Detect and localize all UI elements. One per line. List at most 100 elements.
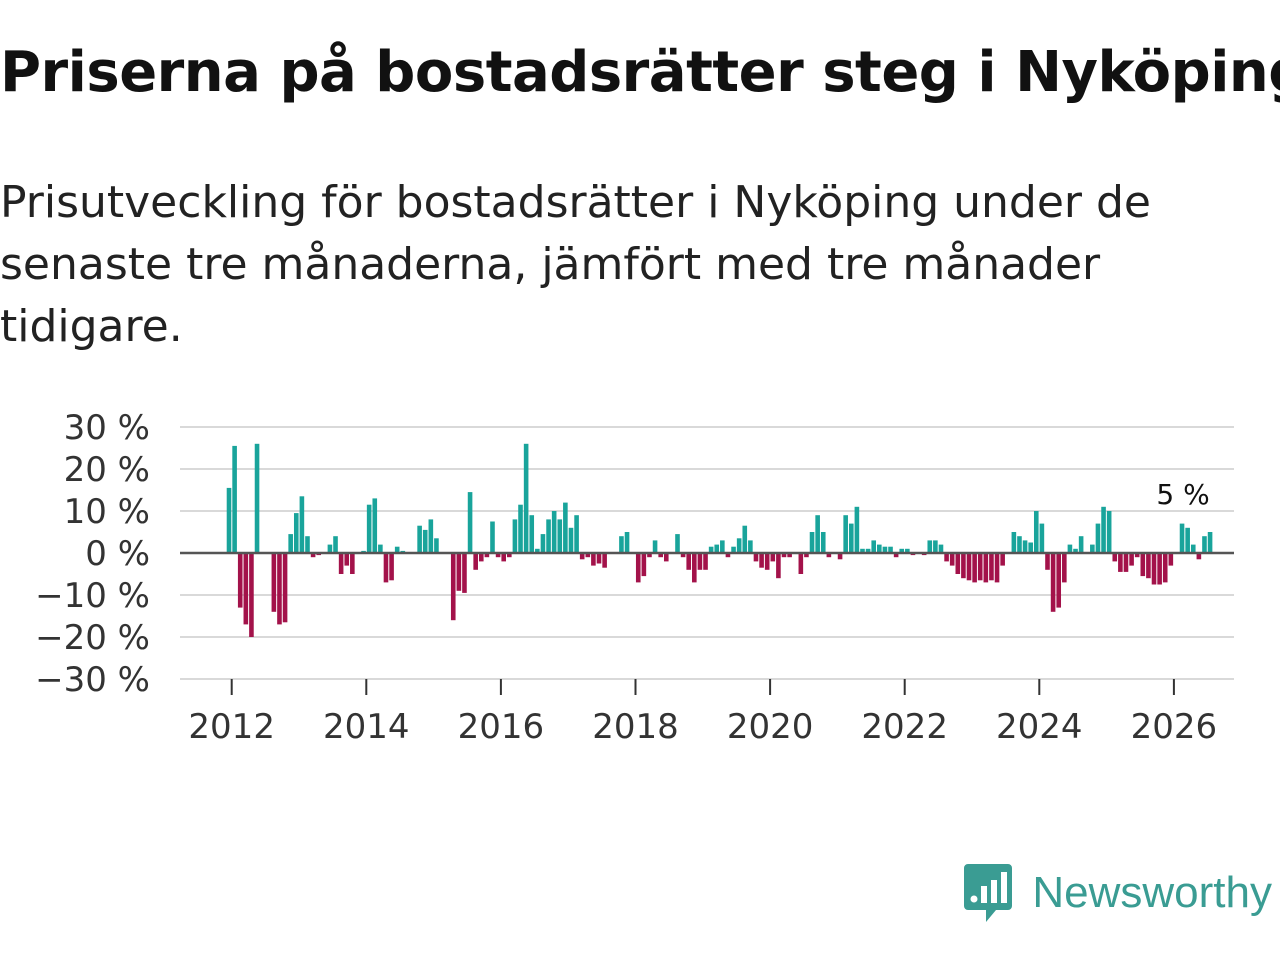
bar bbox=[299, 496, 305, 553]
bars bbox=[226, 443, 1213, 637]
bar bbox=[652, 540, 658, 553]
bar bbox=[905, 548, 910, 553]
bar bbox=[1112, 553, 1118, 562]
bar bbox=[1095, 523, 1101, 553]
bar bbox=[1062, 553, 1067, 583]
bar bbox=[843, 515, 848, 553]
bar bbox=[764, 553, 770, 570]
bar bbox=[1050, 553, 1056, 612]
bar bbox=[1207, 532, 1213, 553]
x-tick-label: 2016 bbox=[458, 707, 545, 747]
bar bbox=[748, 540, 753, 553]
bar bbox=[557, 519, 563, 553]
bar bbox=[1202, 536, 1207, 553]
bar bbox=[680, 553, 686, 558]
bar bbox=[467, 492, 473, 553]
bar bbox=[602, 553, 607, 568]
bar bbox=[961, 553, 966, 579]
bar bbox=[882, 546, 888, 553]
bar bbox=[1190, 544, 1196, 553]
bar bbox=[579, 553, 585, 560]
x-tick-label: 2022 bbox=[861, 707, 948, 747]
bar bbox=[731, 546, 736, 553]
bar bbox=[759, 553, 764, 568]
bar bbox=[518, 504, 523, 553]
last-value-label: 5 % bbox=[1156, 478, 1209, 511]
bar bbox=[1022, 540, 1028, 553]
newsworthy-logo: Newsworthy bbox=[962, 862, 1272, 924]
x-tick-label: 2018 bbox=[592, 707, 679, 747]
bar bbox=[865, 548, 871, 553]
bar bbox=[546, 519, 551, 553]
bar bbox=[742, 525, 748, 553]
bar bbox=[781, 553, 787, 558]
bar bbox=[641, 553, 647, 577]
bar bbox=[478, 553, 484, 562]
x-tick-label: 2026 bbox=[1131, 707, 1218, 747]
bar bbox=[927, 540, 933, 553]
bar bbox=[938, 544, 944, 553]
bar bbox=[394, 546, 400, 553]
bar bbox=[535, 548, 540, 553]
page-title: Priserna på bostadsrätter steg i Nyköpin… bbox=[0, 40, 1280, 105]
bar bbox=[933, 540, 938, 553]
bar bbox=[697, 553, 703, 570]
bar bbox=[434, 538, 439, 553]
bar bbox=[860, 548, 865, 553]
bar bbox=[484, 553, 490, 558]
bar bbox=[1179, 523, 1185, 553]
bar bbox=[422, 529, 428, 553]
bar bbox=[1146, 553, 1151, 579]
bar bbox=[568, 527, 574, 553]
bar bbox=[529, 515, 535, 553]
y-tick-label: 30 % bbox=[64, 408, 150, 448]
bar bbox=[888, 546, 893, 553]
bar bbox=[787, 553, 792, 558]
bar bbox=[877, 544, 882, 553]
bar bbox=[708, 546, 714, 553]
bar bbox=[966, 553, 972, 581]
bar bbox=[1028, 542, 1033, 553]
bar bbox=[893, 553, 899, 558]
x-tick-label: 2012 bbox=[188, 707, 275, 747]
bar bbox=[462, 553, 467, 593]
grid-lines bbox=[180, 426, 1234, 680]
bar bbox=[736, 538, 742, 553]
bar bbox=[1067, 544, 1073, 553]
x-tick-label: 2014 bbox=[323, 707, 410, 747]
bar bbox=[596, 553, 602, 564]
bar bbox=[1033, 511, 1039, 553]
bar bbox=[1134, 553, 1140, 558]
bar bbox=[563, 502, 568, 553]
bar bbox=[523, 443, 529, 553]
bar bbox=[663, 553, 669, 562]
bar bbox=[955, 553, 961, 574]
bar bbox=[551, 511, 557, 553]
bar bbox=[848, 523, 854, 553]
newsworthy-logo-text: Newsworthy bbox=[1032, 868, 1272, 917]
bar bbox=[456, 553, 462, 591]
page-subtitle: Prisutveckling för bostadsrätter i Nyköp… bbox=[0, 177, 1152, 352]
bar bbox=[271, 553, 277, 612]
bar bbox=[1039, 523, 1045, 553]
newsworthy-logo-icon bbox=[964, 864, 1013, 922]
bar bbox=[574, 515, 579, 553]
bar bbox=[490, 521, 495, 553]
bar bbox=[720, 540, 725, 553]
bar bbox=[327, 544, 333, 553]
bar bbox=[495, 553, 501, 558]
bar bbox=[949, 553, 955, 566]
bar bbox=[1168, 553, 1174, 566]
bar bbox=[417, 525, 422, 553]
y-tick-label: 10 % bbox=[64, 492, 150, 532]
bar bbox=[798, 553, 804, 574]
bar bbox=[372, 498, 378, 553]
bar bbox=[540, 534, 546, 553]
bar bbox=[989, 553, 994, 581]
bar bbox=[1118, 553, 1123, 572]
bar bbox=[675, 534, 680, 553]
bar bbox=[820, 532, 826, 553]
bar bbox=[1073, 548, 1078, 553]
bar bbox=[899, 548, 905, 553]
x-tick-label: 2024 bbox=[996, 707, 1083, 747]
